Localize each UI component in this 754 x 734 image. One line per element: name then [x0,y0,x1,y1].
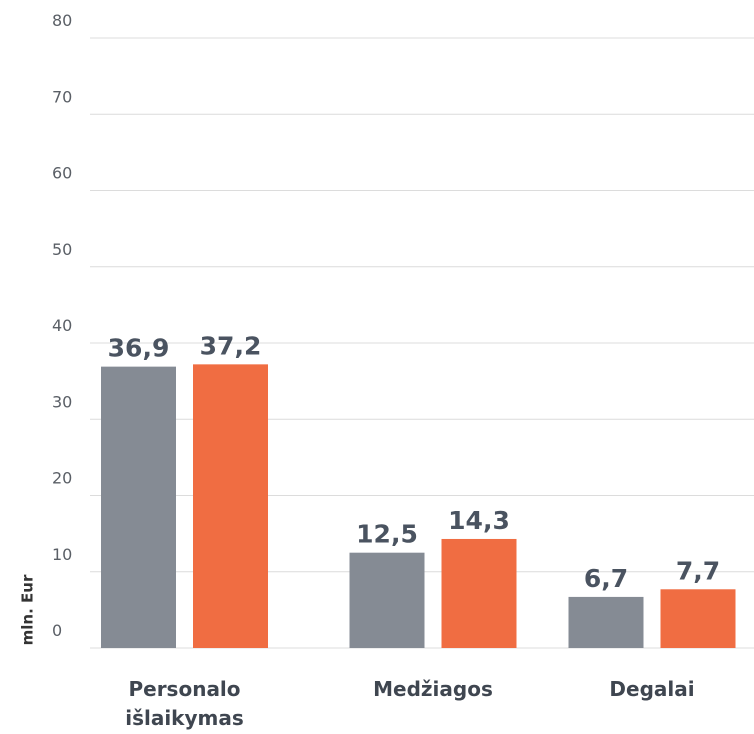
y-tick-label: 60 [52,164,72,183]
y-tick-label: 0 [52,621,62,640]
bar [349,552,425,648]
value-label: 6,7 [584,564,628,593]
y-tick-label: 20 [52,469,72,488]
y-tick-label: 70 [52,87,72,106]
y-tick-label: 40 [52,316,72,335]
value-label: 14,3 [448,506,510,535]
bar [193,364,268,648]
y-tick-label: 30 [52,392,72,411]
x-tick-label: Medžiagos [373,677,493,701]
bar [568,596,644,648]
y-axis-label: mln. Eur [19,574,37,645]
x-tick-label: Personalo išlaikymas [125,677,244,730]
value-label: 12,5 [356,520,418,549]
y-tick-label: 50 [52,240,72,259]
y-tick-label: 80 [52,11,72,30]
bar [101,366,176,648]
bar [441,538,517,648]
value-label: 37,2 [200,331,262,360]
value-label: 36,9 [108,334,170,363]
x-tick-label: Degalai [609,677,695,701]
bar [660,589,736,648]
value-label: 7,7 [676,556,720,585]
y-tick-label: 10 [52,545,72,564]
